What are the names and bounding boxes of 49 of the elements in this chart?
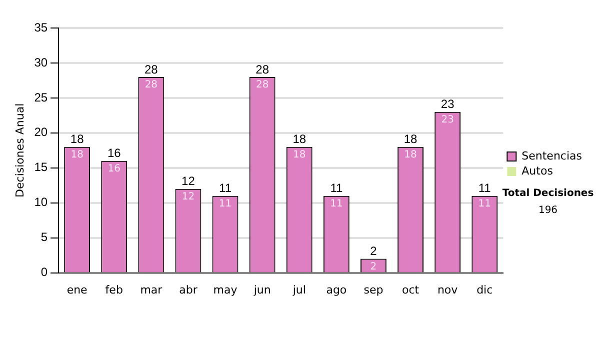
total-label: 2 <box>370 244 378 258</box>
data-label: 18 <box>293 149 306 160</box>
x-tick-label: oct <box>402 283 420 296</box>
total-label: 11 <box>330 181 343 196</box>
data-label: 11 <box>330 198 343 210</box>
data-label: 16 <box>108 163 120 174</box>
total-label: 23 <box>440 97 455 112</box>
total-label: 11 <box>478 181 492 196</box>
y-tick-label: 35 <box>34 20 48 34</box>
x-tick-label: ago <box>326 283 347 296</box>
data-label: 18 <box>404 149 417 160</box>
y-tick-label: 10 <box>34 195 48 210</box>
x-tick-label: nov <box>437 283 458 296</box>
data-label: 11 <box>218 198 232 210</box>
data-label: 11 <box>478 198 491 210</box>
total-label: 18 <box>292 132 306 146</box>
data-label: 12 <box>182 191 195 202</box>
total-label: 18 <box>70 132 84 146</box>
y-axis-title: Decisiones Anual <box>13 103 26 198</box>
data-label: 18 <box>70 149 84 160</box>
y-tick-label: 15 <box>34 160 48 174</box>
data-label: 28 <box>144 80 158 91</box>
x-tick-label: dic <box>476 283 493 296</box>
x-tick-label: mar <box>140 283 163 296</box>
x-tick-label: ene <box>66 283 88 296</box>
x-tick-label: jul <box>292 283 306 296</box>
y-tick-label: 25 <box>34 90 48 104</box>
x-tick-label: jun <box>252 283 271 296</box>
total-label: 11 <box>219 181 232 196</box>
x-tick-label: feb <box>105 283 123 296</box>
y-tick-label: 30 <box>34 55 48 70</box>
x-tick-label: abr <box>179 283 198 296</box>
x-tick-label: sep <box>364 283 384 296</box>
data-label: 2 <box>370 261 377 272</box>
text: 196 <box>537 205 559 216</box>
total-label: 16 <box>107 146 122 160</box>
data-label: 23 <box>441 114 454 126</box>
total-label: 18 <box>404 132 418 146</box>
data-label: 28 <box>256 80 269 91</box>
total-label: 28 <box>256 62 270 76</box>
total-label: 28 <box>144 62 158 76</box>
y-tick-label: 5 <box>40 230 48 244</box>
total-label: 12 <box>182 174 196 188</box>
y-tick-label: 20 <box>34 125 48 140</box>
legend-label: Autos <box>522 164 554 178</box>
y-tick-label: 0 <box>40 265 48 280</box>
annotation: Total Decisiones <box>501 188 595 199</box>
x-tick-label: may <box>213 283 238 296</box>
legend-label: Sentencias <box>522 149 582 162</box>
